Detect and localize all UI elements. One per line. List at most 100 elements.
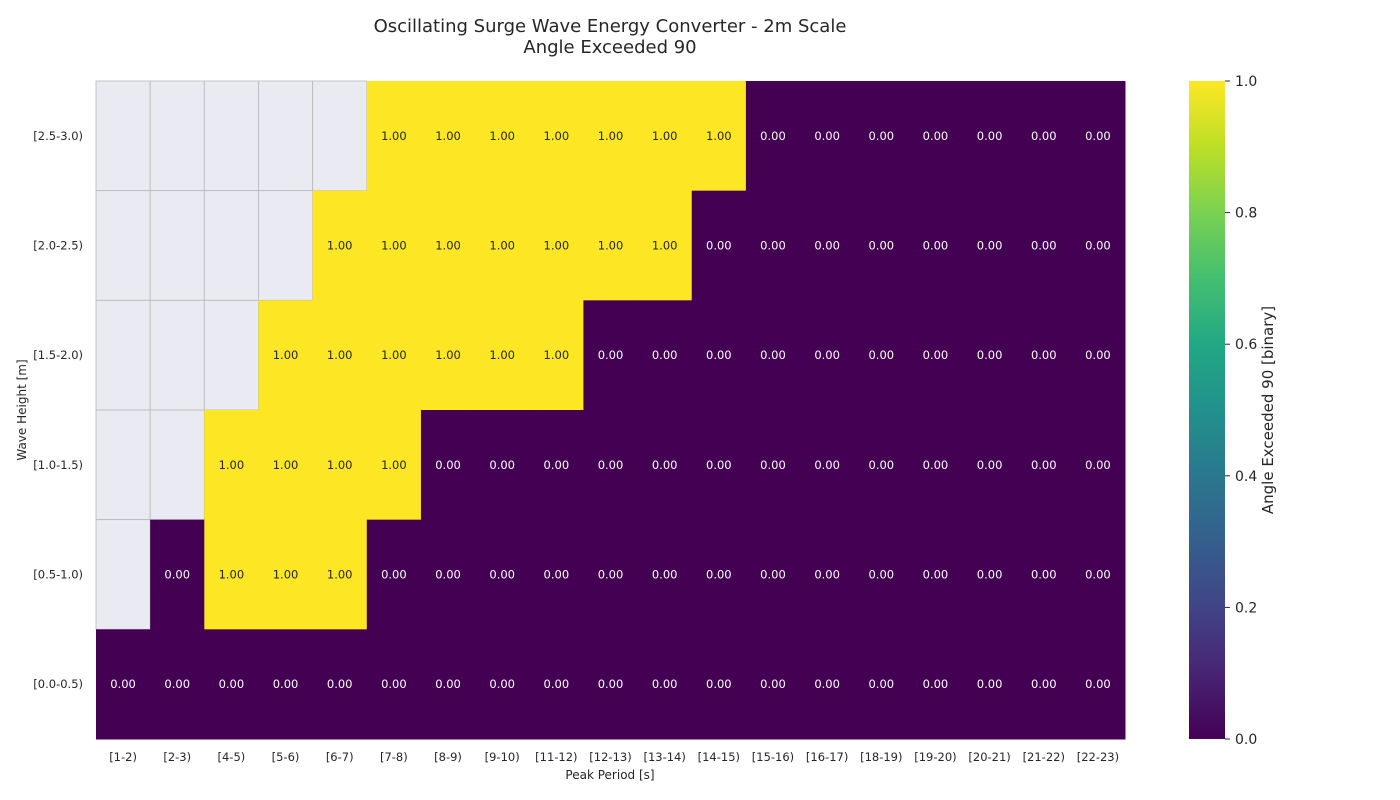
cell-value-label: 0.00 bbox=[652, 348, 678, 362]
cell-value-label: 0.00 bbox=[923, 458, 949, 472]
heatmap-cell bbox=[366, 629, 422, 740]
cell-value-label: 0.00 bbox=[760, 458, 786, 472]
cell-value-label: 0.00 bbox=[923, 348, 949, 362]
heatmap-cell bbox=[908, 410, 964, 521]
cell-value-label: 0.00 bbox=[868, 348, 894, 362]
heatmap-cell bbox=[149, 80, 205, 192]
cell-value-label: 1.00 bbox=[381, 458, 407, 472]
heatmap-cell bbox=[1070, 519, 1126, 630]
x-tick-label: [15-16) bbox=[752, 750, 794, 764]
cell-value-label: 0.00 bbox=[598, 348, 624, 362]
heatmap-cell bbox=[1070, 190, 1126, 301]
cell-value-label: 0.00 bbox=[544, 568, 570, 582]
heatmap-cell bbox=[258, 300, 314, 411]
cell-value-label: 0.00 bbox=[1085, 129, 1111, 143]
y-tick-labels: [2.5-3.0) [2.0-2.5) [1.5-2.0) [1.0-1.5) [0.5… bbox=[33, 129, 83, 691]
heatmap-cell bbox=[529, 519, 584, 630]
cell-value-label: 1.00 bbox=[489, 129, 515, 143]
cell-value-label: 0.00 bbox=[598, 677, 624, 691]
heatmap-cell bbox=[583, 629, 639, 740]
heatmap-cell bbox=[475, 519, 530, 630]
x-tick-label: [22-23) bbox=[1077, 750, 1119, 764]
cell-value-label: 1.00 bbox=[598, 239, 624, 253]
heatmap-cell bbox=[637, 81, 693, 192]
heatmap-cell bbox=[529, 300, 584, 411]
cell-value-label: 1.00 bbox=[327, 568, 353, 582]
heatmap-cell bbox=[637, 300, 693, 411]
cell-value-label: 0.00 bbox=[1085, 458, 1111, 472]
cell-value-label: 0.00 bbox=[923, 568, 949, 582]
heatmap-cell bbox=[312, 629, 368, 740]
x-tick-label: [6-7) bbox=[326, 750, 354, 764]
heatmap-cell bbox=[691, 81, 747, 192]
cell-value-label: 0.00 bbox=[977, 348, 1003, 362]
cell-value-label: 0.00 bbox=[868, 458, 894, 472]
cell-value-label: 0.00 bbox=[706, 568, 732, 582]
colorbar-tick-label: 0.8 bbox=[1235, 206, 1257, 222]
heatmap-cell bbox=[150, 519, 205, 630]
x-tick-label: [4-5) bbox=[218, 750, 246, 764]
heatmap-cell bbox=[908, 629, 964, 740]
heatmap-cell bbox=[583, 81, 639, 192]
x-tick-label: [20-21) bbox=[968, 750, 1010, 764]
cell-value-label: 1.00 bbox=[327, 239, 353, 253]
heatmap-cell bbox=[1070, 410, 1126, 521]
heatmap-cell bbox=[745, 519, 801, 630]
x-tick-label: [1-2) bbox=[109, 750, 137, 764]
y-tick-label: [0.0-0.5) bbox=[33, 677, 83, 691]
heatmap-cell bbox=[1070, 300, 1126, 411]
colorbar-tick-label: 1.0 bbox=[1235, 74, 1257, 90]
cell-value-label: 0.00 bbox=[652, 677, 678, 691]
heatmap-cell bbox=[149, 409, 205, 521]
cell-value-label: 1.00 bbox=[327, 348, 353, 362]
cell-value-label: 0.00 bbox=[598, 458, 624, 472]
cell-value-label: 0.00 bbox=[814, 568, 840, 582]
heatmap-cell bbox=[637, 629, 693, 740]
heatmap-cell bbox=[258, 190, 314, 301]
heatmap-cell bbox=[1016, 190, 1072, 301]
heatmap-cell bbox=[1016, 410, 1072, 521]
heatmap-cell bbox=[475, 300, 530, 411]
cell-value-label: 1.00 bbox=[489, 239, 515, 253]
heatmap-cell bbox=[95, 299, 151, 411]
cell-value-label: 0.00 bbox=[219, 677, 245, 691]
heatmap-cell bbox=[204, 629, 259, 740]
cell-value-label: 0.00 bbox=[381, 677, 407, 691]
colorbar-tick-label: 0.0 bbox=[1235, 732, 1257, 748]
heatmap-cell bbox=[854, 629, 909, 740]
cell-value-label: 1.00 bbox=[219, 568, 245, 582]
colorbar-tick-label: 0.2 bbox=[1235, 600, 1257, 616]
cell-value-label: 0.00 bbox=[435, 458, 461, 472]
cell-value-label: 0.00 bbox=[273, 677, 299, 691]
cell-value-label: 1.00 bbox=[219, 458, 245, 472]
cell-value-label: 0.00 bbox=[814, 348, 840, 362]
cell-value-label: 0.00 bbox=[977, 129, 1003, 143]
cell-value-label: 0.00 bbox=[977, 677, 1003, 691]
heatmap-cell bbox=[203, 299, 259, 411]
heatmap-cell bbox=[149, 299, 205, 411]
cell-value-label: 0.00 bbox=[868, 568, 894, 582]
x-tick-label: [18-19) bbox=[860, 750, 902, 764]
cell-value-label: 1.00 bbox=[381, 348, 407, 362]
x-tick-label: [11-12) bbox=[535, 750, 577, 764]
cell-value-label: 0.00 bbox=[164, 677, 190, 691]
heatmap-cell bbox=[258, 519, 314, 630]
cell-value-label: 1.00 bbox=[327, 458, 353, 472]
chart-title-line2: Angle Exceeded 90 bbox=[523, 37, 696, 58]
cell-value-label: 0.00 bbox=[1031, 129, 1057, 143]
heatmap-cell bbox=[475, 629, 530, 740]
cell-value-label: 1.00 bbox=[544, 239, 570, 253]
heatmap-cell bbox=[854, 410, 909, 521]
heatmap-cell bbox=[745, 190, 801, 301]
cell-value-label: 0.00 bbox=[652, 568, 678, 582]
cell-value-label: 0.00 bbox=[760, 239, 786, 253]
heatmap-cell bbox=[312, 190, 368, 301]
cell-value-label: 0.00 bbox=[1031, 677, 1057, 691]
cell-value-label: 0.00 bbox=[706, 348, 732, 362]
cell-value-label: 0.00 bbox=[977, 458, 1003, 472]
heatmap-cell bbox=[95, 409, 151, 521]
cell-value-label: 0.00 bbox=[544, 677, 570, 691]
heatmap-cell bbox=[529, 190, 584, 301]
cell-value-label: 0.00 bbox=[381, 568, 407, 582]
